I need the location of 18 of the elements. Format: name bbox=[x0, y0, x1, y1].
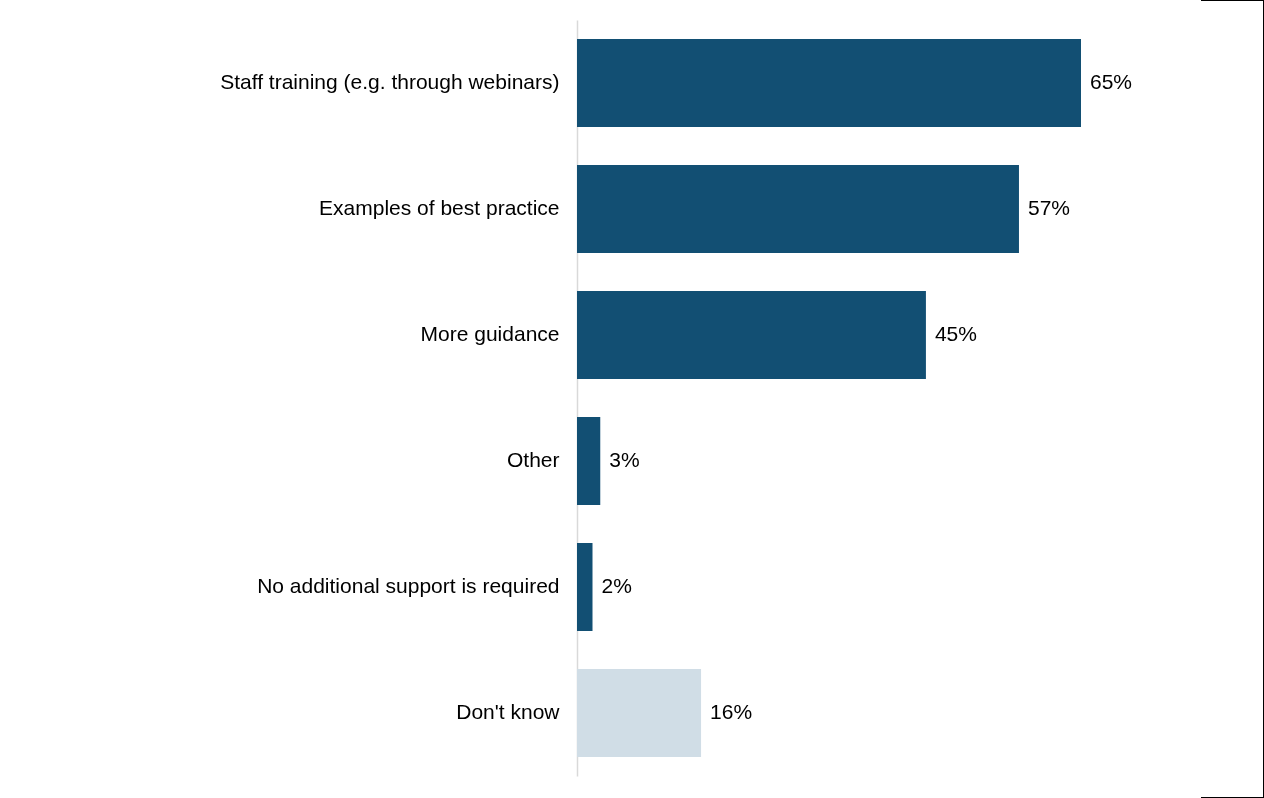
bar bbox=[577, 290, 926, 380]
bar bbox=[577, 416, 601, 506]
bar bbox=[577, 38, 1081, 128]
bar bbox=[577, 164, 1019, 254]
bar bbox=[577, 668, 702, 758]
y-tick-label: Staff training (e.g. through webinars) bbox=[220, 70, 560, 93]
y-tick-label: Other bbox=[506, 448, 560, 471]
y-tick-label: Don't know bbox=[456, 700, 561, 723]
y-tick-label: More guidance bbox=[420, 322, 560, 345]
bar bbox=[577, 542, 593, 632]
data-label: 65% bbox=[1090, 70, 1133, 93]
data-label: 57% bbox=[1027, 196, 1070, 219]
data-label: 3% bbox=[609, 448, 640, 471]
data-label: 2% bbox=[601, 574, 632, 597]
y-tick-label: No additional support is required bbox=[257, 574, 560, 597]
data-label: 45% bbox=[934, 322, 977, 345]
y-tick-label: Examples of best practice bbox=[319, 196, 560, 219]
data-label: 16% bbox=[710, 700, 753, 723]
